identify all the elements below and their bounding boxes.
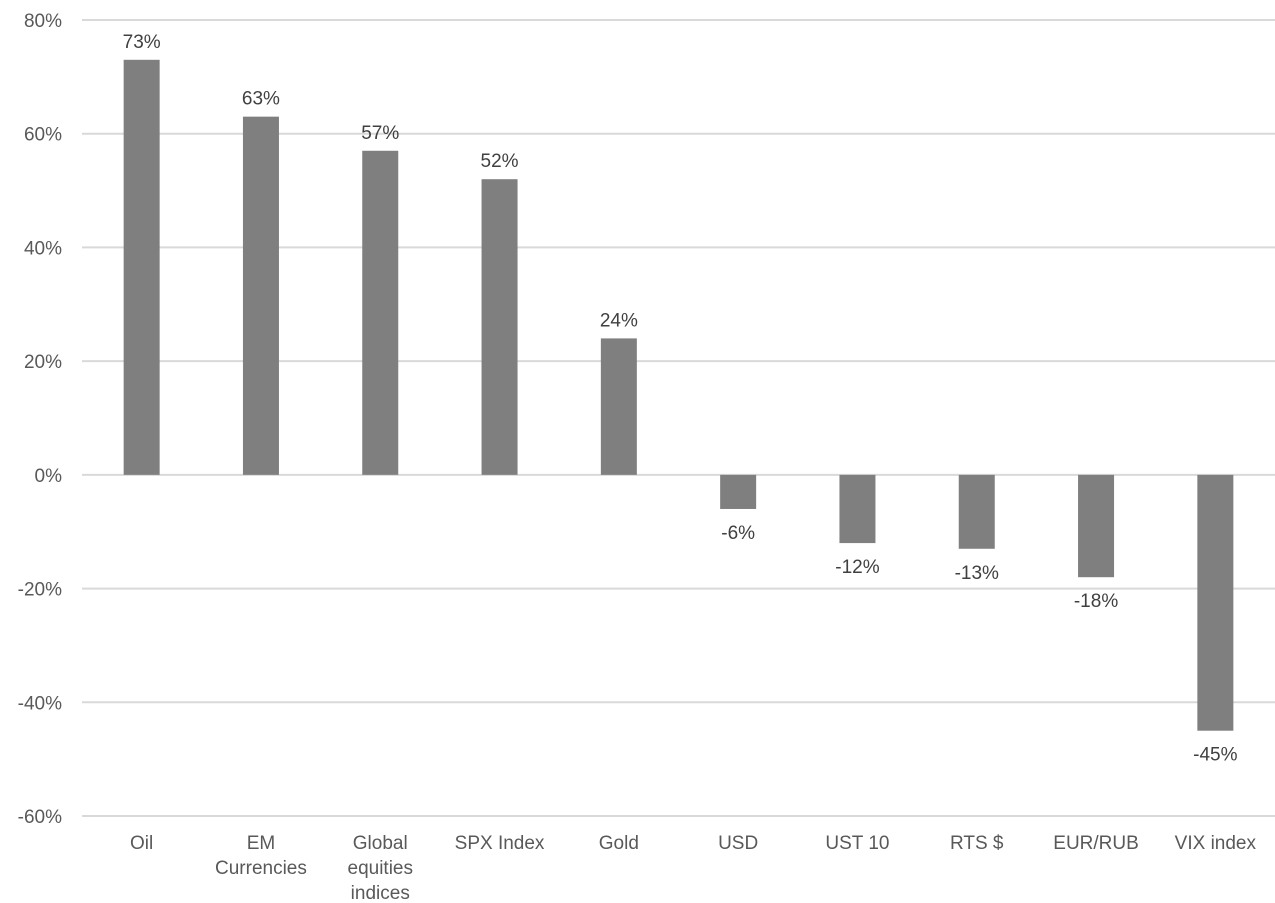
data-label: 73% (123, 32, 161, 53)
grid-lines (82, 19, 1275, 817)
data-label: -18% (1074, 591, 1118, 612)
data-label: 24% (600, 310, 638, 331)
x-axis-ticks: Oil EM Currencies Global equities indices SPX … (130, 833, 1256, 903)
x-tick-label: Oil (130, 833, 153, 854)
data-label: -12% (835, 557, 879, 578)
data-labels: 73% 63% 57% 52% 24% -6% -12% -13% -18% -45% (123, 32, 1238, 766)
data-label: 63% (242, 89, 280, 110)
data-label: -6% (721, 523, 755, 544)
bar (362, 150, 399, 475)
bar (600, 338, 637, 475)
y-tick-label: 80% (24, 11, 62, 32)
data-label: -45% (1193, 745, 1237, 766)
y-tick-label: -60% (18, 807, 62, 828)
bar (123, 59, 160, 475)
x-tick-label: USD (718, 833, 758, 854)
bar (1197, 474, 1234, 731)
bar (242, 116, 279, 475)
y-tick-label: -20% (18, 580, 62, 601)
bar (958, 474, 995, 549)
bar (839, 474, 876, 544)
bar (1078, 474, 1115, 578)
y-tick-label: 60% (24, 125, 62, 146)
bar (481, 179, 518, 475)
x-tick-label: EUR/RUB (1053, 833, 1139, 854)
y-tick-label: 40% (24, 238, 62, 259)
x-tick-label: EM Currencies (215, 833, 307, 879)
x-tick-label: Gold (599, 833, 639, 854)
x-tick-label: SPX Index (455, 833, 545, 854)
x-tick-label: VIX index (1175, 833, 1257, 854)
bars (123, 59, 1234, 731)
y-tick-label: 0% (35, 466, 63, 487)
bar (720, 474, 757, 509)
y-tick-label: -40% (18, 693, 62, 714)
y-axis-ticks: 80% 60% 40% 20% 0% -20% -40% -60% (18, 11, 62, 828)
x-tick-label: Global equities indices (348, 833, 414, 903)
data-label: 52% (481, 151, 519, 172)
y-tick-label: 20% (24, 352, 62, 373)
data-label: -13% (955, 563, 999, 584)
x-tick-label: UST 10 (825, 833, 889, 854)
data-label: 57% (361, 123, 399, 144)
x-tick-label: RTS $ (950, 833, 1004, 854)
